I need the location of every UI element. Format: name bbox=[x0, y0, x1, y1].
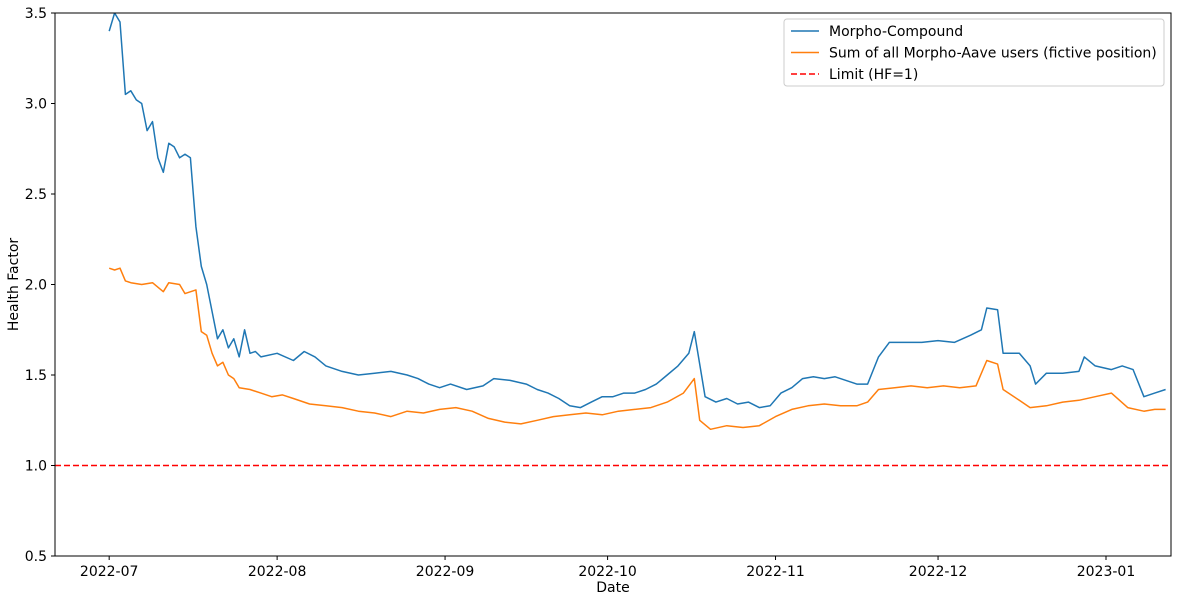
x-tick-label: 2022-10 bbox=[578, 564, 637, 580]
y-tick-label: 3.0 bbox=[25, 97, 47, 113]
plot-frame bbox=[54, 12, 1172, 557]
y-tick-label: 1.0 bbox=[25, 459, 47, 475]
axes: 0.5 1.0 1.5 2.0 2.5 3.0 3.5 2022-07 2022-08 2022-… bbox=[25, 6, 1172, 580]
plot-area bbox=[55, 13, 1171, 467]
x-tick-label: 2022-09 bbox=[416, 564, 475, 580]
y-axis-label: Health Factor bbox=[6, 238, 22, 332]
x-tick-label: 2023-01 bbox=[1077, 564, 1136, 580]
x-axis-label: Date bbox=[596, 580, 629, 596]
y-tick-label: 0.5 bbox=[25, 549, 47, 565]
legend-label-1: Morpho-Compound bbox=[829, 24, 963, 40]
x-tick-label: 2022-12 bbox=[909, 564, 968, 580]
legend-label-2: Sum of all Morpho-Aave users (fictive po… bbox=[829, 46, 1157, 62]
x-tick-label: 2022-08 bbox=[248, 564, 307, 580]
legend: Morpho-Compound Sum of all Morpho-Aave us… bbox=[783, 18, 1165, 87]
series-line-1 bbox=[108, 13, 1166, 409]
y-tick-label: 1.5 bbox=[25, 368, 47, 384]
series-line-2 bbox=[108, 267, 1166, 431]
y-tick-label: 2.0 bbox=[25, 278, 47, 294]
series-group bbox=[55, 13, 1171, 467]
legend-label-3: Limit (HF=1) bbox=[829, 67, 918, 83]
x-tick-label: 2022-07 bbox=[80, 564, 139, 580]
y-tick-label: 2.5 bbox=[25, 187, 47, 203]
y-tick-label: 3.5 bbox=[25, 6, 47, 22]
legend-box bbox=[783, 18, 1165, 87]
x-tick-label: 2022-11 bbox=[746, 564, 805, 580]
